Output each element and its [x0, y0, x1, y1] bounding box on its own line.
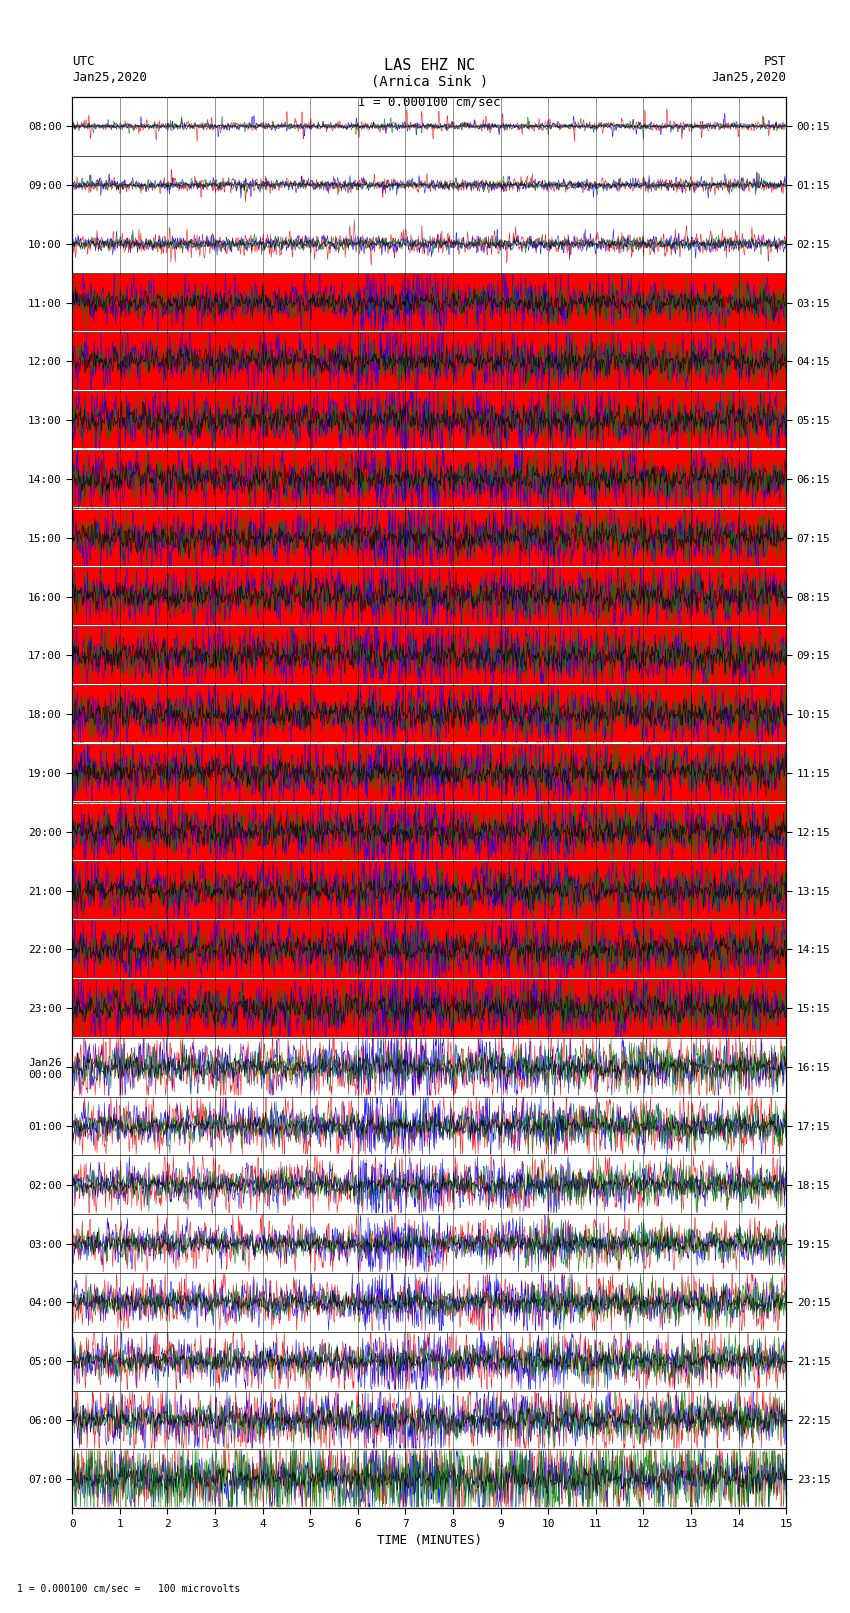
Text: (Arnica Sink ): (Arnica Sink ): [371, 74, 488, 89]
Text: UTC: UTC: [72, 55, 94, 68]
Text: PST: PST: [764, 55, 786, 68]
Text: I = 0.000100 cm/sec: I = 0.000100 cm/sec: [358, 95, 501, 108]
Text: Jan25,2020: Jan25,2020: [72, 71, 147, 84]
Text: 1 = 0.000100 cm/sec =   100 microvolts: 1 = 0.000100 cm/sec = 100 microvolts: [17, 1584, 241, 1594]
X-axis label: TIME (MINUTES): TIME (MINUTES): [377, 1534, 482, 1547]
Text: LAS EHZ NC: LAS EHZ NC: [383, 58, 475, 73]
Text: Jan25,2020: Jan25,2020: [711, 71, 786, 84]
